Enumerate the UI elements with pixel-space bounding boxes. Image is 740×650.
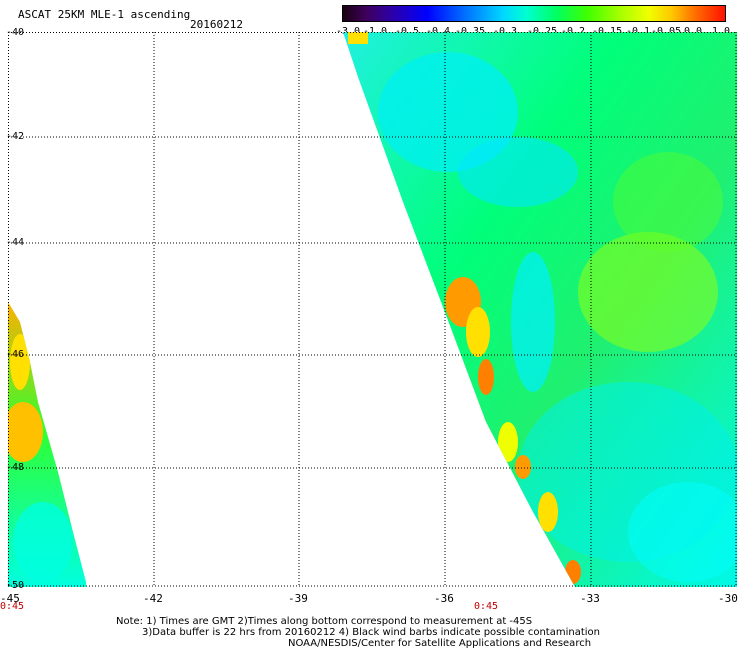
time-label: 0:45 [0, 601, 25, 612]
lat-label: -40 [6, 27, 25, 38]
scale-label: -0.2 [561, 26, 586, 37]
scale-label: 0.0 [684, 26, 703, 37]
image-title: ASCAT 25KM MLE-1 ascending [18, 8, 191, 21]
scale-label: -0.05 [651, 26, 682, 37]
scale-label: -0.3 [493, 26, 518, 37]
lat-label: -42 [6, 131, 25, 142]
lon-label: -36 [434, 592, 454, 605]
lat-label: -44 [6, 237, 25, 248]
lat-label: -50 [6, 580, 25, 591]
lat-label: -46 [6, 349, 25, 360]
scale-label: -0.1 [626, 26, 651, 37]
swath-plot [8, 32, 737, 587]
scale-label: -0.35 [455, 26, 486, 37]
map-grid [8, 32, 737, 587]
color-scale-bar [342, 5, 726, 22]
swath-right-features [348, 32, 737, 584]
scale-label: -0.4 [426, 26, 451, 37]
lon-label: -42 [143, 592, 163, 605]
note-line: Note: 1) Times are GMT 2)Times along bot… [116, 616, 533, 627]
swath-left-features [8, 334, 73, 582]
scale-label: 1.0 [712, 26, 731, 37]
note-line: 3)Data buffer is 22 hrs from 20160212 4)… [142, 627, 600, 638]
scale-label: -0.15 [592, 26, 623, 37]
footnotes: Note: 1) Times are GMT 2)Times along bot… [116, 616, 600, 649]
scale-label: -1.0 [363, 26, 388, 37]
lon-label: -33 [580, 592, 600, 605]
note-line: NOAA/NESDIS/Center for Satellite Applica… [288, 638, 592, 649]
time-label: 0:45 [474, 601, 499, 612]
scale-label: -3.0 [336, 26, 361, 37]
lat-label: -48 [6, 462, 25, 473]
lon-label: -30 [718, 592, 738, 605]
lon-label: -45 [0, 592, 20, 605]
scale-label: -0.25 [527, 26, 558, 37]
map-plot-area [8, 32, 737, 587]
image-date: 20160212 [190, 18, 243, 31]
lon-label: -39 [288, 592, 308, 605]
scale-label: -0.5 [395, 26, 420, 37]
